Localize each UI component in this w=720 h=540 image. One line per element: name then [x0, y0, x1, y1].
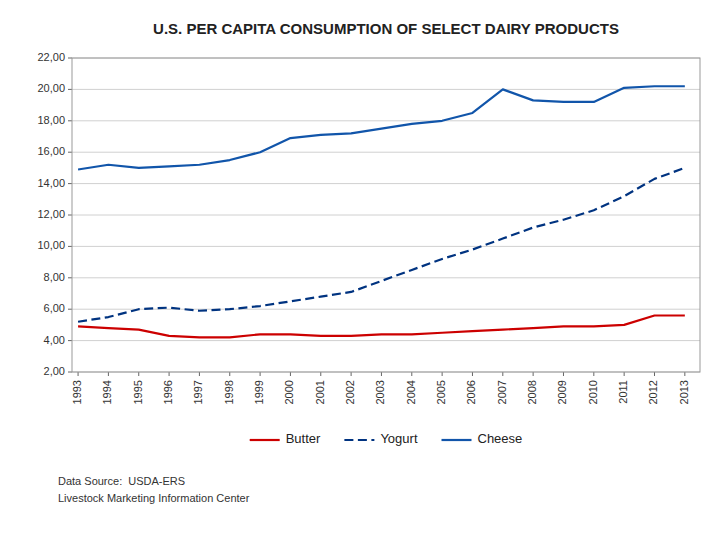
series-line [78, 86, 685, 169]
x-tick [593, 372, 594, 376]
title: U.S. PER CAPITA CONSUMPTION OF SELECT DA… [153, 20, 619, 37]
grid-line [72, 152, 700, 153]
legend-item: Yogurt [344, 431, 417, 446]
x-tick-label: 2001 [314, 380, 326, 404]
legend-swatch [441, 439, 471, 441]
grid-line [72, 183, 700, 184]
x-tick [411, 372, 412, 376]
y-tick-label: 22,00 [37, 51, 65, 63]
x-tick-label: 1998 [223, 380, 235, 404]
x-tick-label: 2004 [405, 380, 417, 404]
y-tick [68, 309, 72, 310]
x-tick-label: 2003 [374, 380, 386, 404]
grid-line [72, 89, 700, 90]
chart: U.S. PER CAPITA CONSUMPTION OF SELECT DA… [0, 0, 720, 540]
x-tick-label: 2013 [678, 380, 690, 404]
legend: Butter Yogurt Cheese [250, 431, 523, 446]
source-note: Livestock Marketing Information Center [58, 492, 250, 504]
x-tick-label: 2002 [344, 380, 356, 404]
y-tick-label: 10,00 [37, 239, 65, 251]
x-tick [260, 372, 261, 376]
y-tick [68, 372, 72, 373]
x-tick [624, 372, 625, 376]
y-tick-label: 12,00 [37, 208, 65, 220]
x-tick [563, 372, 564, 376]
x-tick-label: 1996 [162, 380, 174, 404]
legend-swatch [344, 439, 374, 441]
x-tick [169, 372, 170, 376]
x-tick [684, 372, 685, 376]
plot-frame [72, 58, 700, 372]
y-tick [68, 277, 72, 278]
x-tick [199, 372, 200, 376]
legend-label: Cheese [477, 431, 522, 446]
x-tick-label: 2010 [587, 380, 599, 404]
x-tick-label: 2000 [283, 380, 295, 404]
y-tick-label: 14,00 [37, 177, 65, 189]
x-tick-label: 1994 [101, 380, 113, 404]
legend-item: Butter [250, 431, 321, 446]
source-note: Data Source: USDA-ERS [58, 475, 185, 487]
grid-line [72, 246, 700, 247]
y-tick-label: 6,00 [44, 302, 65, 314]
x-tick [442, 372, 443, 376]
x-tick-label: 1999 [253, 380, 265, 404]
legend-label: Butter [286, 431, 321, 446]
legend-item: Cheese [441, 431, 522, 446]
grid [72, 58, 700, 372]
y-tick-label: 20,00 [37, 82, 65, 94]
x-tick [654, 372, 655, 376]
page: {"chart_data": { "type": "line", "title"… [0, 0, 720, 540]
y-tick [68, 152, 72, 153]
x-tick-label: 1993 [71, 380, 83, 404]
x-tick-label: 2009 [556, 380, 568, 404]
y-tick [68, 120, 72, 121]
series-lines [78, 86, 685, 337]
x-tick-label: 1997 [192, 380, 204, 404]
grid-line [72, 120, 700, 121]
series-line [78, 168, 685, 322]
x-tick [502, 372, 503, 376]
grid-line [72, 215, 700, 216]
y-tick-label: 2,00 [44, 365, 65, 377]
x-tick [138, 372, 139, 376]
y-tick [68, 183, 72, 184]
x-tick [533, 372, 534, 376]
series-line [78, 315, 685, 337]
x-tick [472, 372, 473, 376]
x-tick-label: 2011 [617, 380, 629, 404]
y-tick-label: 18,00 [37, 114, 65, 126]
x-tick [78, 372, 79, 376]
x-tick-label: 2012 [647, 380, 659, 404]
grid-line [72, 340, 700, 341]
legend-swatch [250, 439, 280, 441]
y-tick [68, 215, 72, 216]
x-tick-label: 2007 [496, 380, 508, 404]
x-tick [381, 372, 382, 376]
x-tick [229, 372, 230, 376]
x-tick-label: 2005 [435, 380, 447, 404]
y-tick-label: 16,00 [37, 145, 65, 157]
y-tick [68, 340, 72, 341]
y-tick [68, 89, 72, 90]
background [0, 0, 720, 540]
y-tick [68, 246, 72, 247]
x-tick [320, 372, 321, 376]
x-tick [108, 372, 109, 376]
x-tick [351, 372, 352, 376]
y-tick [68, 58, 72, 59]
x-tick [290, 372, 291, 376]
legend-label: Yogurt [380, 431, 417, 446]
axes: 2,00 4,00 6,00 8,00 10,00 12,00 14,00 16,00 18,0… [37, 51, 700, 405]
x-tick-label: 1995 [132, 380, 144, 404]
x-tick-label: 2006 [465, 380, 477, 404]
y-tick-label: 8,00 [44, 271, 65, 283]
x-tick-label: 2008 [526, 380, 538, 404]
y-tick-label: 4,00 [44, 334, 65, 346]
